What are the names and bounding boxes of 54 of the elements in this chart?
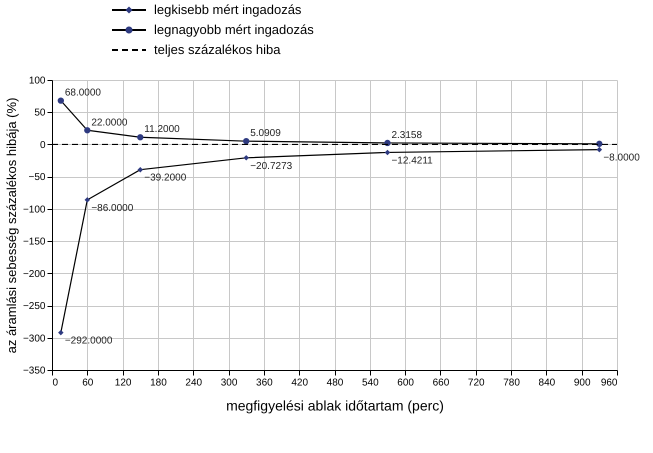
legend-label: teljes százalékos hiba <box>154 42 282 57</box>
y-tick-label: 100 <box>28 76 46 86</box>
data-label: −8.0000 <box>603 152 640 164</box>
legend-label: legkisebb mért ingadozás <box>154 2 302 17</box>
point <box>58 330 64 336</box>
legend-label: legnagyobb mért ingadozás <box>154 22 314 37</box>
data-label: −39.2000 <box>144 172 187 184</box>
x-tick-label: 0 <box>52 378 58 388</box>
data-label: −12.4211 <box>391 155 434 166</box>
data-label: 22.0000 <box>91 117 128 128</box>
x-tick-label: 780 <box>503 378 520 388</box>
y-tick-label: −250 <box>22 301 46 312</box>
y-tick-label: −50 <box>28 172 46 184</box>
x-tick-label: 180 <box>150 378 168 388</box>
point <box>596 140 603 147</box>
point <box>137 134 144 140</box>
data-label: −86.0000 <box>91 202 134 214</box>
data-label: 2.3158 <box>391 130 422 141</box>
y-tick-label: −200 <box>22 268 46 280</box>
x-tick-label: 480 <box>326 378 344 388</box>
y-axis-title: az áramlási sebesség százalékos hibája (%) <box>4 98 19 354</box>
data-label: −20.7273 <box>250 160 293 172</box>
point <box>138 166 144 172</box>
x-tick-label: 120 <box>114 378 132 388</box>
y-tick-label: −350 <box>22 366 46 376</box>
data-label: −292.0000 <box>64 336 113 347</box>
data-label: 68.0000 <box>64 88 102 99</box>
point <box>84 127 90 134</box>
point <box>596 146 602 152</box>
y-tick-label: −100 <box>22 204 46 216</box>
x-tick-label: 900 <box>574 378 591 388</box>
x-tick-label: 420 <box>291 378 308 388</box>
point <box>243 138 250 144</box>
point <box>243 155 249 161</box>
x-tick-label: 540 <box>362 378 380 388</box>
x-tick-label: 600 <box>397 378 414 388</box>
x-tick-label: 840 <box>538 378 556 388</box>
x-tick-label: 360 <box>256 378 274 388</box>
y-tick-label: −150 <box>22 236 46 248</box>
y-tick-label: 50 <box>34 108 46 119</box>
point <box>84 197 90 203</box>
point <box>58 97 64 104</box>
data-label: 11.2000 <box>144 124 180 136</box>
x-axis-title: megfigyelési ablak időtartam (perc) <box>226 398 444 414</box>
x-tick-label: 960 <box>600 378 618 388</box>
x-tick-label: 300 <box>220 378 238 388</box>
y-tick-label: −300 <box>22 333 46 344</box>
point <box>384 150 390 156</box>
x-tick-label: 720 <box>468 378 486 388</box>
x-tick-label: 660 <box>432 378 450 388</box>
x-tick-label: 240 <box>185 378 203 388</box>
data-label: 5.0909 <box>250 128 282 140</box>
y-tick-label: 0 <box>40 140 46 151</box>
x-tick-label: 60 <box>82 378 94 388</box>
